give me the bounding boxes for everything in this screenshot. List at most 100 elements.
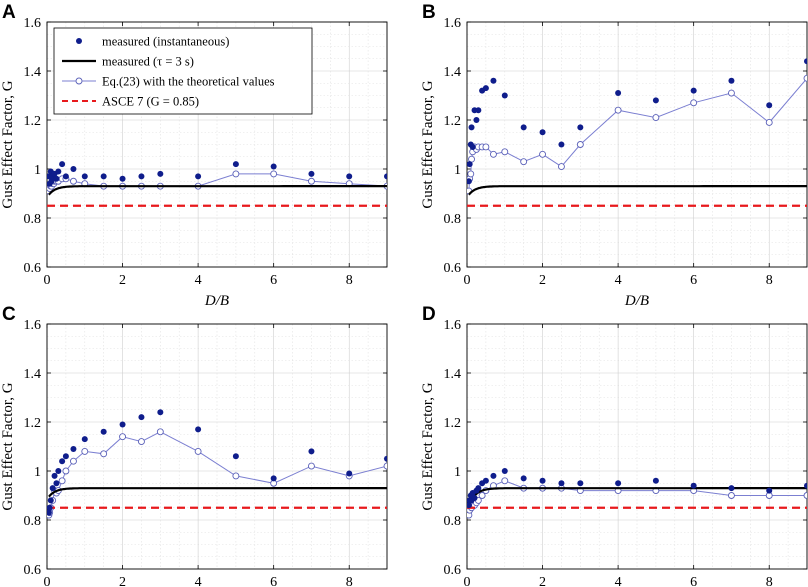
panel-letter: B [422, 2, 436, 23]
measured-point [308, 448, 315, 455]
x-tick-label: 6 [270, 273, 277, 288]
measured-point [690, 87, 697, 94]
legend-entry-eq23: Eq.(23) with the theoretical values [62, 75, 275, 89]
measured-point [520, 124, 527, 131]
measured-point [475, 485, 482, 492]
measured-point [490, 472, 497, 479]
measured-point [53, 480, 60, 487]
measured-point [804, 482, 807, 489]
measured-point [59, 161, 66, 168]
eq23-point [727, 89, 735, 97]
legend-entry-measured_tau: measured (τ = 3 s) [62, 55, 194, 69]
measured-point [270, 475, 277, 482]
measured-point [55, 468, 62, 474]
y-tick-label: 1 [34, 465, 41, 480]
measured-point [467, 161, 473, 168]
eq23-point [156, 428, 164, 436]
measured-point [195, 173, 202, 180]
x-tick-label: 2 [119, 575, 126, 587]
y-tick-label: 0.8 [444, 514, 462, 529]
legend: measured (instantaneous) measured (τ = 3 … [53, 27, 313, 115]
measured-point [475, 107, 482, 114]
eq23-point [803, 74, 807, 82]
eq23-point [69, 457, 77, 465]
y-tick-label: 1.2 [24, 416, 42, 431]
measured-point [47, 497, 54, 504]
measured-point [482, 85, 489, 92]
x-tick-label: 6 [690, 273, 697, 288]
y-tick-label: 1.2 [444, 114, 462, 129]
y-tick-label: 1.6 [24, 318, 42, 333]
y-tick-label: 1 [34, 163, 41, 178]
measured-point [471, 494, 478, 501]
x-tick-label: 2 [539, 575, 546, 587]
measured-point [47, 504, 53, 511]
measured-point [62, 173, 69, 180]
y-axis-title: Gust Effect Factor, G [420, 80, 436, 208]
eq23-point [576, 141, 584, 148]
axes-frame [466, 323, 808, 570]
measured-point [157, 409, 164, 416]
measured-point [119, 175, 126, 182]
x-tick-label: 6 [270, 575, 277, 587]
y-tick-label: 1.2 [444, 416, 462, 431]
measured-point [53, 175, 60, 182]
y-tick-label: 0.8 [444, 212, 462, 227]
x-tick-label: 0 [464, 273, 471, 288]
eq23-point [467, 170, 475, 178]
measured-point [520, 475, 527, 482]
measured-point [59, 458, 66, 465]
legend-dot-marker [76, 38, 82, 44]
x-tick-label: 8 [346, 273, 353, 288]
measured-point [468, 124, 475, 131]
y-tick-label: 0.6 [444, 261, 462, 276]
eq23-point [539, 150, 547, 158]
x-tick-label: 4 [195, 273, 202, 288]
measured-point [558, 480, 565, 487]
x-tick-label: 0 [44, 273, 51, 288]
eq23-point [478, 492, 486, 499]
eq23-point [194, 447, 202, 455]
x-tick-label: 8 [766, 273, 773, 288]
measured-point [232, 161, 239, 168]
measured-point [539, 129, 546, 136]
measured-point [690, 482, 697, 489]
measured-point [138, 414, 145, 421]
measured-point [49, 485, 56, 492]
y-tick-label: 1.4 [444, 65, 462, 80]
measured-point [652, 477, 659, 484]
axes-frame [46, 21, 388, 268]
measured-point [539, 477, 546, 484]
x-tick-label: 8 [766, 575, 773, 587]
panel-b: B 0.6 0.8 1 1.2 1.4 1.6 0 2 4 6 8 D/B Gust Effect Fac… [420, 2, 808, 309]
x-tick-label: 6 [690, 575, 697, 587]
legend-label: Eq.(23) with the theoretical values [102, 75, 275, 89]
measured-point [482, 477, 489, 484]
x-axis-title: D/B [204, 293, 229, 309]
eq23-point [652, 114, 660, 122]
grid [466, 21, 808, 268]
eq23-point [557, 163, 565, 171]
grid [46, 323, 388, 570]
y-tick-label: 1.6 [444, 16, 462, 31]
measured-point [766, 487, 773, 494]
measured-point [766, 102, 773, 109]
y-tick-label: 0.8 [24, 514, 42, 529]
eq23-point [489, 150, 497, 158]
eq23-point [765, 118, 773, 126]
eq23-point [100, 450, 108, 458]
eq23-point [232, 472, 240, 480]
x-tick-label: 2 [119, 273, 126, 288]
plot-area [47, 161, 387, 207]
y-tick-label: 1.4 [24, 367, 42, 382]
eq23-point [501, 148, 509, 156]
measured-point [100, 428, 107, 435]
measured-point [728, 77, 735, 84]
x-tick-label: 8 [346, 575, 353, 587]
legend-label: measured (instantaneous) [102, 35, 229, 49]
measured-point [55, 168, 62, 175]
measured-point [308, 170, 315, 177]
measured-point [469, 143, 476, 150]
